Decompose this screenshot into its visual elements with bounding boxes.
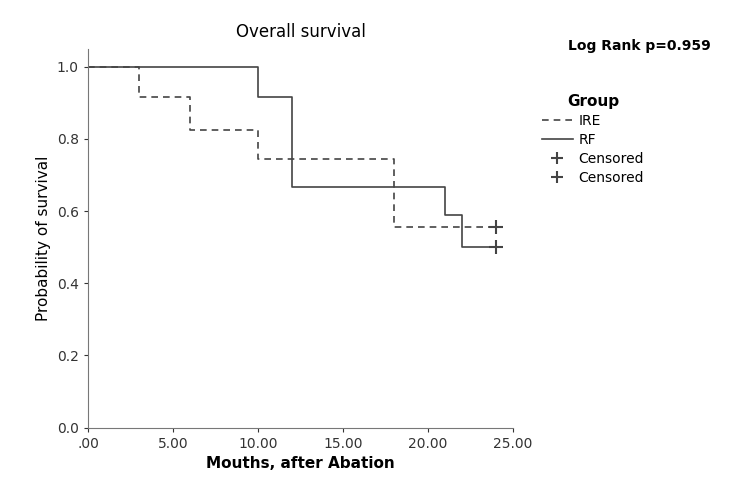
Y-axis label: Probability of survival: Probability of survival xyxy=(37,156,51,321)
Legend: IRE, RF, Censored, Censored: IRE, RF, Censored, Censored xyxy=(542,94,644,185)
X-axis label: Mouths, after Abation: Mouths, after Abation xyxy=(206,456,395,471)
Text: Log Rank p=0.959: Log Rank p=0.959 xyxy=(568,39,711,53)
Title: Overall survival: Overall survival xyxy=(235,23,366,41)
